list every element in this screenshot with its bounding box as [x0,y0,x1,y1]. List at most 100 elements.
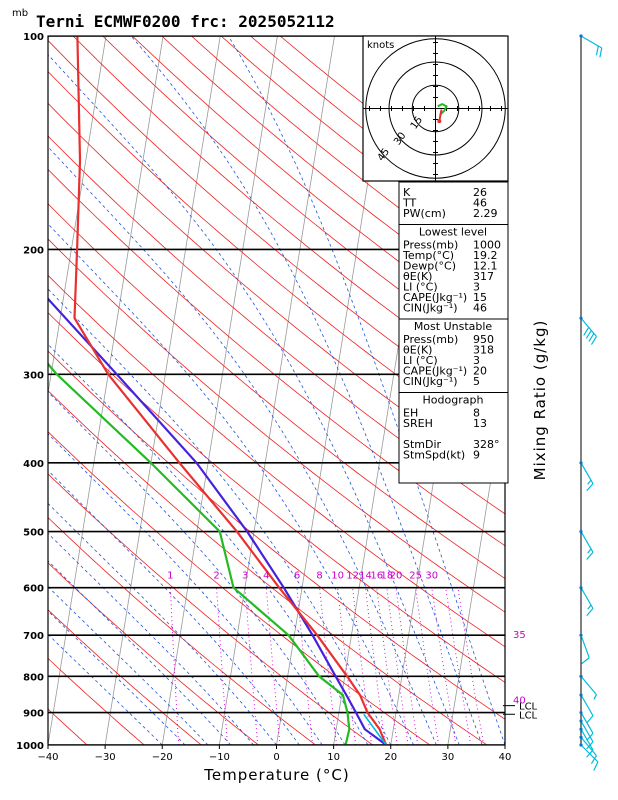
pressure-tick-label: 900 [23,709,44,720]
lcl-label: LCL [519,710,538,721]
indices-section-heading: Most Unstable [414,320,493,333]
wind-barb-flag [586,749,594,758]
wind-barb-flag [586,483,594,492]
dewpoint-profile-line [48,362,351,745]
wind-barb-flag [599,47,603,58]
pressure-tick-label: 1000 [16,741,44,752]
wind-barbs-column [579,34,603,771]
pressure-tick-label: 400 [23,459,44,470]
isotherm-line [48,36,164,745]
dry-adiabat-line [48,135,505,515]
index-label: θE(K) [403,270,432,283]
temperature-profile-line [73,36,388,745]
wind-barb-half-flag [587,548,592,554]
index-value: 950 [473,333,494,346]
wind-barb [579,633,590,665]
index-label: LI (°C) [403,281,438,294]
wind-barb-flag [586,732,594,741]
wind-barb-flag [590,755,597,764]
temperature-tick-labels: −40 −30 −20 −10 0 10 20 30 40 [37,745,511,763]
wind-barb [579,34,603,58]
index-value: 317 [473,270,494,283]
pressure-units-label: mb [12,8,28,19]
mixing-ratio-label: 14 [359,570,372,581]
mixing-ratio-label: 12 [346,570,359,581]
index-label: StmDir [403,438,442,451]
wind-barb-base [579,710,583,715]
wind-barb [579,316,597,345]
pressure-tick-label: 100 [23,32,44,43]
index-value: 46 [473,302,487,315]
dry-adiabat-line [48,39,505,424]
index-label: TT [402,197,417,210]
pressure-tick-label: 600 [23,584,44,595]
wind-barb-half-flag [593,694,597,700]
moist-adiabat-line [48,532,254,745]
pressure-tick-label: 700 [23,631,44,642]
dry-adiabat-line [48,609,202,745]
wind-barb-base [579,34,583,38]
wind-barb-flag [585,330,592,339]
wind-barb [579,719,594,750]
mixing-ratio-line [395,587,419,745]
index-value: 1000 [473,239,501,252]
index-value: 12.1 [473,260,498,273]
indices-section-heading: Hodograph [423,394,484,407]
moist-adiabat-line [48,433,323,745]
wind-barb-base [579,743,583,747]
index-value: 318 [473,344,494,357]
wind-barb-half-flag [587,479,592,485]
dry-adiabat-line [48,312,505,683]
indices-section-heading: Lowest level [419,226,487,239]
wind-barb-shaft [580,694,594,717]
mixing-ratio-line [445,587,472,745]
index-label: Press(mb) [403,333,458,346]
temperature-tick-label: −40 [37,752,58,763]
pressure-tick-label: 200 [23,245,44,256]
mixing-ratio-label: 30 [425,570,438,581]
dry-adiabat-line [48,350,505,720]
index-value: 46 [473,197,487,210]
sounding-profiles [48,36,388,745]
moist-adiabat-line [48,146,437,745]
dry-adiabat-line [48,517,316,745]
mixing-ratio-lines [169,587,485,745]
index-value: 20 [473,365,487,378]
moist-adiabats [48,36,505,745]
mixing-ratio-label: 20 [390,570,403,581]
wind-barb-flag [586,715,594,724]
dry-adiabat-line [48,102,505,484]
index-value: 3 [473,354,480,367]
dry-adiabat-line [48,203,505,579]
temperature-tick-label: 10 [327,752,340,763]
wind-barb [579,586,594,616]
isotherm-line [562,36,618,745]
wind-barb-flag [586,608,594,616]
wind-barb [579,674,597,700]
wind-barb-flag [590,336,597,345]
temperature-tick-label: 0 [273,752,279,763]
temperature-tick-label: −30 [95,752,116,763]
wind-barb-flag [593,761,599,771]
temperature-tick-label: −10 [209,752,230,763]
dry-adiabat-line [48,238,505,613]
temperature-tick-label: −20 [152,752,173,763]
index-label: CIN(Jkg⁻¹) [403,375,458,388]
index-label: Dewp(°C) [403,260,456,273]
wind-barb-base [579,719,583,723]
wind-barb [579,693,594,724]
index-label: EH [403,407,418,420]
mixing-ratio-line [386,587,409,745]
index-value: 15 [473,291,487,304]
isotherm-line [48,36,107,396]
wind-barb-shaft [580,675,597,696]
mixing-ratio-label: 35 [513,630,526,641]
dry-adiabat-line [48,70,505,453]
wind-barb-base [579,674,583,678]
mixing-ratio-label: 18 [381,570,394,581]
wind-barb [579,529,594,560]
